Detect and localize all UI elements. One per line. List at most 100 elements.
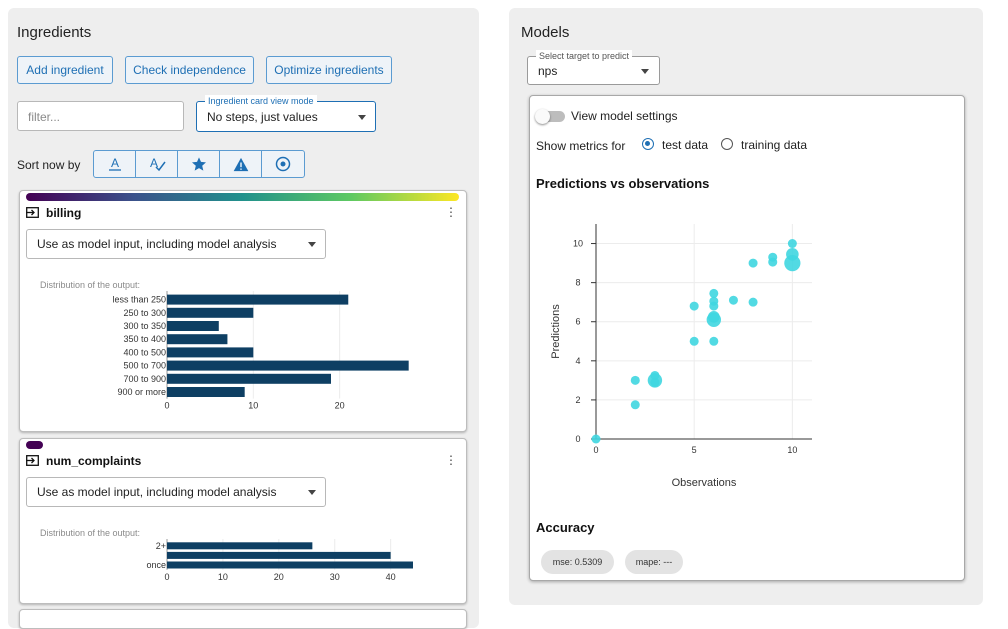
chevron-down-icon	[641, 69, 649, 74]
scatter-point	[709, 336, 719, 346]
ingredient-name: billing	[46, 206, 82, 220]
svg-text:A: A	[110, 156, 118, 170]
toggle-knob[interactable]	[535, 109, 550, 124]
mse-chip: mse: 0.5309	[541, 550, 614, 574]
radio-test-data[interactable]	[642, 138, 654, 150]
y-axis-label: Predictions	[550, 304, 562, 359]
billing-distribution-chart: Distribution of the output: 0 10 20 less tha…	[40, 280, 409, 411]
y-tick-label: 700 to 900	[123, 374, 166, 384]
x-tick-label: 0	[593, 445, 598, 455]
x-tick-label: 20	[274, 572, 284, 582]
radio-training-data[interactable]	[721, 138, 733, 150]
radio-training-data-label: training data	[741, 138, 808, 152]
x-tick-label: 10	[248, 401, 258, 411]
ingredients-title: Ingredients	[17, 24, 92, 41]
view-mode-value: No steps, just values	[207, 110, 318, 124]
bar	[167, 360, 409, 371]
y-tick-label: 10	[573, 239, 583, 249]
target-label: Select target to predict	[536, 50, 633, 62]
color-gradient-bar	[26, 193, 459, 201]
more-vert-icon[interactable]: ⋮	[445, 453, 457, 467]
model-card	[529, 95, 965, 581]
target-select[interactable]: Select target to predict nps	[527, 50, 660, 85]
add-ingredient-button[interactable]: Add ingredient	[17, 56, 113, 84]
model-settings-toggle[interactable]	[539, 111, 565, 122]
predictions-scatter-plot: 0 5 10 0 2 4 6 8 10 Observations Predictions	[550, 224, 812, 489]
bar	[167, 334, 228, 345]
scatter-point	[728, 295, 738, 305]
input-icon	[26, 455, 39, 466]
sort-alpha-icon[interactable]: A	[94, 151, 136, 177]
target-icon[interactable]	[262, 151, 304, 177]
spellcheck-icon[interactable]: A	[136, 151, 178, 177]
color-gradient-bar	[26, 441, 43, 449]
bar	[167, 321, 219, 331]
chevron-down-icon	[308, 490, 316, 495]
target-value: nps	[538, 64, 558, 78]
view-mode-select[interactable]: Ingredient card view mode No steps, just…	[196, 95, 376, 132]
x-tick-label: 0	[164, 401, 169, 411]
y-tick-label: 8	[575, 278, 580, 288]
plot-title: Predictions vs observations	[536, 176, 710, 191]
y-tick-label: 2+	[156, 541, 166, 551]
x-tick-label: 40	[386, 572, 396, 582]
input-icon	[26, 207, 39, 218]
radio-test-data-label: test data	[662, 138, 709, 152]
y-tick-label: less than 250	[112, 295, 166, 305]
model-settings-label: View model settings	[571, 109, 678, 123]
x-tick-label: 30	[330, 572, 340, 582]
x-axis-label: Observations	[672, 477, 737, 489]
ingredient-name: num_complaints	[46, 454, 142, 468]
usage-value: Use as model input, including model anal…	[37, 237, 277, 251]
optimize-ingredients-button[interactable]: Optimize ingredients	[266, 56, 392, 84]
filter-input[interactable]: filter...	[17, 101, 184, 131]
y-tick-label: 500 to 700	[123, 361, 166, 371]
y-tick-label: 300 to 350	[123, 321, 166, 331]
chart-title: Distribution of the output:	[40, 280, 140, 290]
bar	[167, 294, 349, 305]
usage-select[interactable]: Use as model input, including model anal…	[26, 229, 326, 259]
x-tick-label: 10	[787, 445, 797, 455]
scatter-point	[650, 377, 660, 387]
x-tick-label: 20	[335, 401, 345, 411]
bar	[167, 347, 254, 358]
chevron-down-icon	[308, 242, 316, 247]
scatter-point	[689, 301, 699, 311]
scatter-point	[709, 301, 719, 311]
usage-value: Use as model input, including model anal…	[37, 485, 277, 499]
chart-title: Distribution of the output:	[40, 528, 140, 538]
scatter-point	[709, 288, 719, 298]
y-tick-label: 2	[575, 395, 580, 405]
scatter-point	[630, 400, 640, 410]
usage-select[interactable]: Use as model input, including model anal…	[26, 477, 326, 507]
models-title: Models	[521, 24, 570, 41]
y-tick-label: 6	[575, 317, 580, 327]
scatter-point	[706, 312, 722, 327]
scatter-point	[591, 434, 601, 444]
bar	[167, 373, 331, 384]
y-tick-label: 250 to 300	[123, 308, 166, 318]
warning-icon[interactable]	[220, 151, 262, 177]
y-tick-label: 350 to 400	[123, 334, 166, 344]
sort-button-group: A A	[93, 150, 305, 178]
scatter-point	[689, 336, 699, 346]
star-icon[interactable]	[178, 151, 220, 177]
ingredient-card-next	[19, 609, 467, 629]
scatter-point	[787, 239, 797, 249]
scatter-point	[768, 257, 778, 267]
x-tick-label: 5	[692, 445, 697, 455]
y-tick-label: once	[146, 560, 166, 570]
bar	[167, 561, 413, 569]
scatter-point	[748, 258, 758, 268]
scatter-point	[630, 375, 640, 385]
y-tick-label: 900 or more	[117, 387, 166, 397]
chevron-down-icon	[358, 115, 366, 120]
y-tick-label: 0	[575, 434, 580, 444]
more-vert-icon[interactable]: ⋮	[445, 205, 457, 219]
accuracy-title: Accuracy	[536, 520, 595, 535]
bar	[167, 387, 245, 397]
filter-placeholder: filter...	[28, 110, 61, 124]
check-independence-button[interactable]: Check independence	[125, 56, 254, 84]
svg-text:A: A	[149, 156, 157, 170]
metrics-label: Show metrics for	[536, 139, 626, 153]
